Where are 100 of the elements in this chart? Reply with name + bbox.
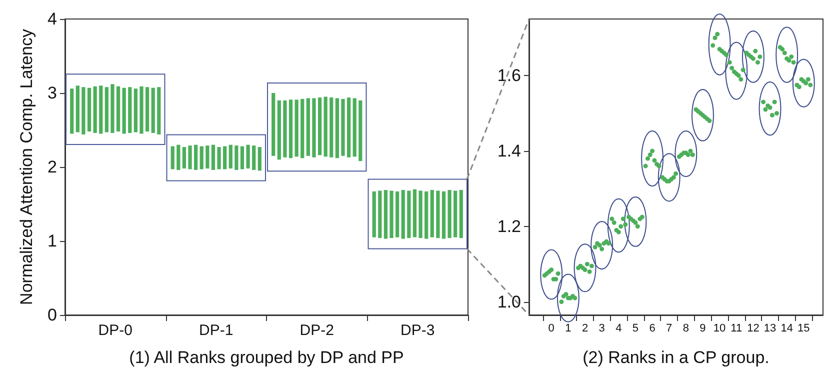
x-tick-label: 1 [565, 322, 572, 334]
bar [70, 88, 74, 134]
x-tick-label: DP-2 [300, 322, 334, 339]
bar [412, 189, 417, 238]
point [761, 100, 766, 104]
bar [272, 93, 276, 156]
bar [401, 190, 405, 239]
bar [378, 190, 382, 238]
y-tick-label: 2 [48, 158, 57, 176]
x-tick-label: 2 [582, 322, 588, 334]
y-axis-title: Normalized Attention Comp. Latency [17, 28, 36, 305]
x-tick-label: 11 [730, 322, 742, 334]
bar [448, 190, 452, 238]
x-tick-label: 7 [666, 322, 672, 334]
bar [246, 144, 250, 168]
bar [122, 88, 126, 134]
bar [372, 191, 376, 238]
point [584, 262, 590, 266]
bar [277, 100, 281, 160]
x-tick-label: 6 [649, 322, 656, 334]
point [650, 148, 655, 154]
x-tick-label: 15 [798, 322, 810, 334]
x-axis-title: (1) All Ranks grouped by DP and PP [129, 348, 404, 367]
bar [82, 87, 86, 134]
point [770, 112, 774, 118]
bar [346, 97, 351, 158]
bar [396, 191, 400, 238]
point [774, 111, 779, 116]
point [808, 82, 813, 88]
bar [318, 97, 322, 156]
point [635, 224, 640, 229]
x-tick-label: 5 [632, 322, 639, 334]
point [789, 54, 794, 59]
x-tick-label: 0 [548, 322, 554, 334]
bar [223, 146, 227, 170]
bar [206, 146, 210, 168]
bar [258, 147, 262, 171]
bar [93, 86, 97, 133]
bar [300, 98, 304, 158]
bar [240, 146, 244, 170]
bar [182, 147, 186, 168]
bar [151, 88, 155, 133]
point [610, 216, 614, 222]
x-tick-label: DP-0 [98, 322, 132, 339]
bar [211, 144, 216, 170]
y-tick-label: 1.6 [497, 66, 521, 86]
point [755, 60, 760, 65]
bar [188, 146, 192, 170]
x-tick-label: 10 [713, 322, 726, 334]
x-tick-label: 4 [616, 322, 622, 334]
point [758, 54, 762, 59]
bar [418, 190, 422, 238]
bar [430, 190, 434, 238]
bar [252, 146, 256, 170]
point [804, 80, 808, 86]
x-tick-label: 8 [682, 322, 689, 334]
bar [341, 98, 345, 156]
bar [390, 190, 394, 238]
bar [459, 190, 463, 238]
bar [454, 190, 458, 238]
bar [335, 98, 339, 158]
x-tick-label: 12 [747, 322, 760, 334]
bar [407, 190, 411, 238]
point [592, 244, 598, 250]
x-tick-label: 13 [764, 322, 776, 334]
point [715, 32, 720, 36]
point [549, 268, 554, 272]
point [740, 68, 746, 72]
point [618, 224, 624, 229]
x-tick-label: 3 [598, 322, 605, 334]
bar [424, 191, 428, 239]
bar [110, 84, 114, 133]
point [589, 264, 594, 268]
y-tick-label: 1 [48, 232, 57, 250]
bar [140, 86, 144, 134]
point [623, 222, 628, 227]
point [791, 60, 796, 65]
point [674, 171, 678, 176]
x-tick-label: 9 [700, 322, 706, 334]
bar [99, 86, 103, 134]
bar [76, 86, 80, 132]
point [710, 43, 716, 48]
point [600, 246, 604, 252]
point [780, 46, 785, 52]
bar [134, 88, 138, 132]
point [556, 271, 560, 276]
bar [324, 96, 328, 157]
bar [217, 147, 221, 170]
point [806, 77, 810, 82]
bar [312, 98, 316, 158]
bar [170, 146, 174, 170]
bar [234, 146, 238, 170]
bar [442, 191, 446, 239]
y-tick-label: 4 [48, 10, 57, 28]
x-tick-label: 14 [780, 322, 793, 334]
bar [145, 87, 150, 132]
bar [294, 100, 298, 157]
point [690, 152, 695, 157]
y-tick-label: 1.0 [497, 292, 521, 312]
point [753, 48, 758, 54]
